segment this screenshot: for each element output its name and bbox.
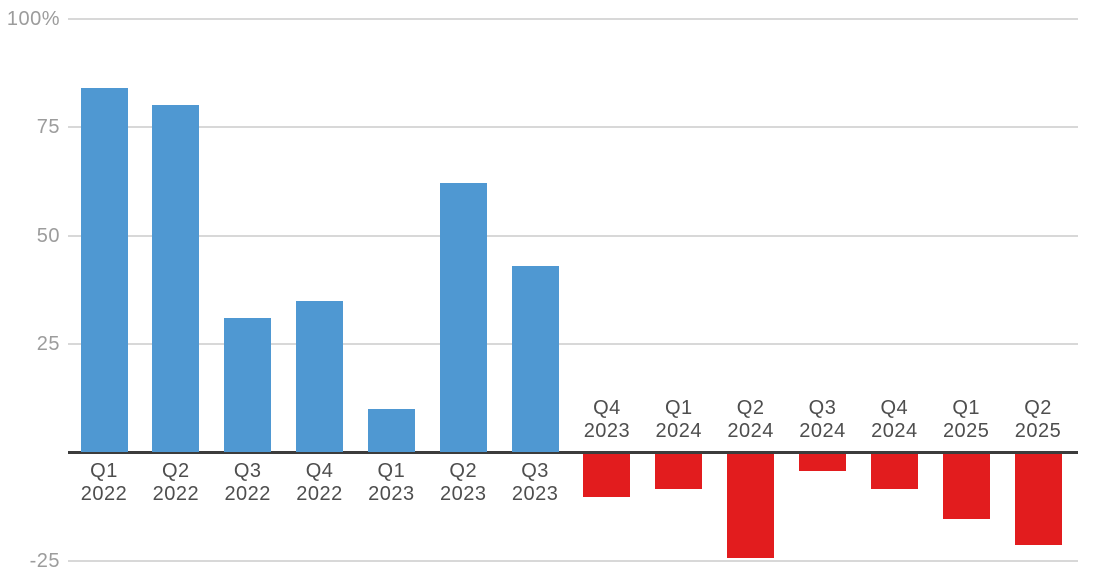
x-axis-tick-label-line: 2024 bbox=[871, 419, 918, 442]
x-axis-tick-label-line: Q1 bbox=[952, 396, 981, 419]
x-axis-tick-label-line: Q2 bbox=[162, 460, 190, 482]
bar-q3-2024 bbox=[799, 454, 846, 472]
x-axis-tick-label-line: 2023 bbox=[583, 419, 631, 442]
bar-q4-2024 bbox=[870, 454, 918, 489]
y-axis-tick-label: 50 bbox=[36, 224, 60, 247]
y-axis-tick-label: 100% bbox=[6, 7, 60, 30]
bar-q2-2024 bbox=[727, 454, 775, 559]
x-axis-tick-label-q1-2022: Q1 2022 bbox=[59, 460, 149, 506]
x-axis-tick-label-line: Q2 bbox=[736, 396, 765, 419]
x-axis-tick-label-line: 2022 bbox=[296, 483, 343, 505]
x-axis-tick-label-q2-2022: Q2 2022 bbox=[131, 460, 221, 506]
x-axis-tick-label-line: 2022 bbox=[152, 483, 200, 505]
x-axis-tick-label-line: Q3 bbox=[233, 460, 262, 482]
x-axis-tick-label-q1-2023: Q1 2023 bbox=[346, 460, 436, 506]
bar-q1-2022 bbox=[80, 87, 128, 453]
x-axis-tick-label-q4-2023: Q4 2023 bbox=[562, 397, 652, 443]
x-axis-tick-label-line: Q1 bbox=[377, 460, 406, 482]
y-axis-tick-label: 25 bbox=[36, 333, 60, 355]
zero-axis-line bbox=[68, 451, 1078, 454]
x-axis-tick-label-line: 2024 bbox=[799, 419, 846, 442]
x-axis-tick-label-line: 2025 bbox=[1014, 419, 1062, 442]
bar-q1-2024 bbox=[655, 454, 703, 489]
x-axis-tick-label-q1-2024: Q1 2024 bbox=[634, 397, 724, 443]
bar-q4-2022 bbox=[296, 300, 344, 453]
x-axis-tick-label-line: Q3 bbox=[521, 460, 549, 482]
x-axis-tick-label-q4-2022: Q4 2022 bbox=[275, 460, 365, 506]
y-axis-tick-label: 75 bbox=[36, 116, 60, 138]
x-axis-tick-label-line: Q4 bbox=[593, 396, 621, 419]
bar-q1-2023 bbox=[367, 409, 415, 453]
gridline-75 bbox=[68, 126, 1078, 128]
bar-q2-2023 bbox=[439, 183, 487, 453]
x-axis-tick-label-q2-2023: Q2 2023 bbox=[418, 460, 508, 506]
gridline-25 bbox=[68, 343, 1078, 345]
gridline--25 bbox=[68, 560, 1078, 562]
x-axis-tick-label-line: Q2 bbox=[449, 460, 478, 482]
x-axis-tick-label-q2-2025: Q2 2025 bbox=[993, 397, 1083, 443]
bar-q1-2025 bbox=[942, 454, 990, 520]
bar-q3-2022 bbox=[224, 317, 272, 453]
gridline-100 bbox=[68, 17, 1078, 20]
x-axis-tick-label-line: 2023 bbox=[368, 483, 415, 505]
x-axis-tick-label-line: Q3 bbox=[808, 396, 837, 419]
x-axis-tick-label-q3-2023: Q3 2023 bbox=[490, 460, 580, 506]
bar-q2-2022 bbox=[152, 105, 200, 453]
x-axis-tick-label-line: 2024 bbox=[655, 419, 703, 442]
x-axis-tick-label-line: Q1 bbox=[90, 460, 118, 482]
x-axis-tick-label-line: Q2 bbox=[1024, 396, 1052, 419]
x-axis-tick-label-line: Q4 bbox=[305, 460, 334, 482]
x-axis-tick-label-line: 2023 bbox=[440, 483, 487, 505]
x-axis-tick-label-q1-2025: Q1 2025 bbox=[921, 397, 1011, 443]
gridline-50 bbox=[68, 234, 1078, 237]
bar-q3-2023 bbox=[511, 265, 559, 453]
x-axis-tick-label-q4-2024: Q4 2024 bbox=[849, 397, 939, 443]
x-axis-tick-label-line: Q1 bbox=[664, 396, 693, 419]
bar-q4-2023 bbox=[583, 454, 631, 498]
x-axis-tick-label-q2-2024: Q2 2024 bbox=[706, 397, 796, 443]
x-axis-tick-label-q3-2022: Q3 2022 bbox=[203, 460, 293, 506]
x-axis-tick-label-line: Q4 bbox=[880, 396, 909, 419]
bar-q2-2025 bbox=[1014, 454, 1062, 546]
x-axis-tick-label-line: 2025 bbox=[942, 419, 990, 442]
x-axis-tick-label-q3-2024: Q3 2024 bbox=[778, 397, 868, 443]
x-axis-tick-label-line: 2022 bbox=[80, 483, 128, 505]
x-axis-tick-label-line: 2023 bbox=[511, 483, 559, 505]
y-axis-tick-label: -25 bbox=[29, 550, 60, 572]
x-axis-tick-label-line: 2022 bbox=[224, 483, 271, 505]
x-axis-tick-label-line: 2024 bbox=[727, 419, 774, 442]
